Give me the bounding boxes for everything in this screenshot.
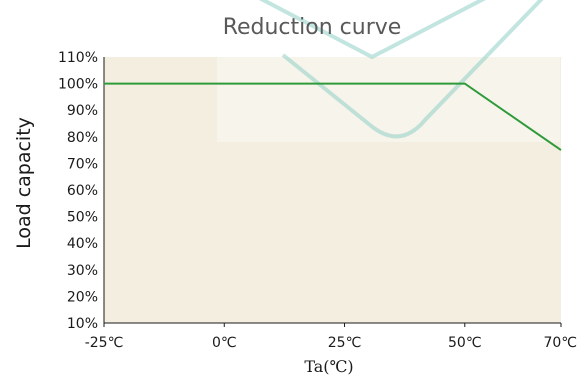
- y-tick-label: 100%: [58, 77, 98, 93]
- y-tick-label: 30%: [67, 263, 98, 279]
- chart-title: Reduction curve: [223, 15, 402, 40]
- y-tick-label: 70%: [67, 156, 98, 172]
- y-tick-label: 10%: [67, 316, 98, 332]
- x-tick-label: -25℃: [85, 335, 124, 351]
- series-line: [104, 82, 562, 151]
- y-tick-label: 40%: [67, 236, 98, 252]
- x-tick-label: 25℃: [328, 335, 362, 351]
- y-tick-label: 50%: [67, 210, 98, 226]
- y-tick-label: 90%: [67, 103, 98, 119]
- x-tick-label: 70℃: [543, 335, 577, 351]
- x-axis-ticks: -25℃ 0℃ 25℃ 50℃ 70℃: [85, 323, 577, 351]
- y-tick-label: 60%: [67, 183, 98, 199]
- y-tick-label: 110%: [58, 50, 98, 66]
- plot-area-lighter-panel: [217, 57, 560, 142]
- x-axis-label: Ta(℃): [304, 357, 353, 376]
- y-tick-label: 80%: [67, 130, 98, 146]
- x-tick-label: 50℃: [448, 335, 482, 351]
- x-tick-label: 0℃: [212, 335, 237, 351]
- plot-area: [104, 57, 561, 323]
- y-tick-label: 20%: [67, 289, 98, 305]
- y-axis-label: Load capacity: [13, 117, 35, 249]
- y-axis-ticks: 10% 20% 30% 40% 50% 60% 70% 80% 90% 100% 110%: [58, 50, 98, 332]
- watermark-logo: [258, 0, 544, 139]
